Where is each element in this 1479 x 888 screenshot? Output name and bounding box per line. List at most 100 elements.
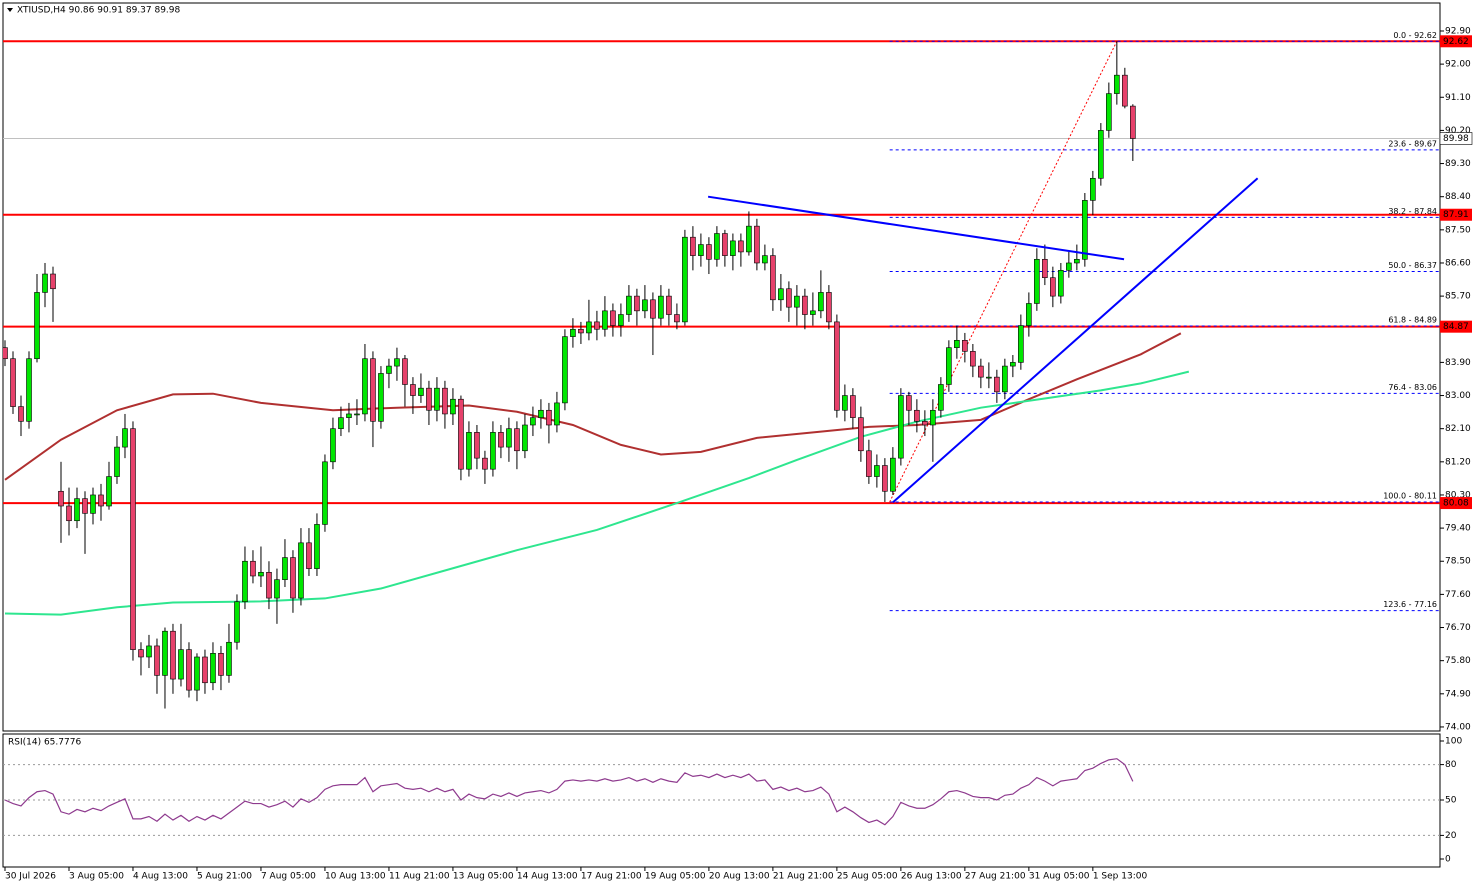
candle-body bbox=[762, 255, 768, 264]
candle-body bbox=[138, 649, 144, 658]
candle-body bbox=[458, 398, 464, 470]
candle-body bbox=[810, 310, 816, 315]
candle-body bbox=[162, 630, 168, 676]
candle-body bbox=[1018, 325, 1024, 363]
candle-body bbox=[618, 314, 624, 326]
candle-body bbox=[634, 295, 640, 312]
x-tick-label: 3 Aug 05:00 bbox=[69, 872, 124, 882]
candle-body bbox=[482, 457, 488, 470]
candle-body bbox=[922, 421, 928, 426]
fib-label: 50.0 - 86.37 bbox=[1388, 261, 1437, 270]
candle-body bbox=[802, 295, 808, 315]
candle-body bbox=[898, 395, 904, 459]
x-tick-label: 13 Aug 05:00 bbox=[453, 872, 514, 882]
candle-body bbox=[258, 571, 264, 577]
candle-body bbox=[666, 295, 672, 315]
candle-body bbox=[234, 601, 240, 643]
trendline bbox=[892, 177, 1259, 504]
candle-body bbox=[1058, 270, 1064, 297]
candle-body bbox=[50, 273, 56, 290]
x-tick-label: 4 Aug 13:00 bbox=[133, 872, 188, 882]
rsi-tick-label: 20 bbox=[1445, 831, 1457, 841]
level-price-box bbox=[1440, 35, 1472, 48]
candle-body bbox=[610, 310, 616, 326]
candle-body bbox=[834, 321, 840, 411]
candle-body bbox=[1042, 258, 1048, 279]
candle-body bbox=[306, 542, 312, 569]
candle-body bbox=[170, 630, 176, 680]
rsi-title: RSI(14) 65.7776 bbox=[8, 738, 81, 748]
x-tick-label: 1 Sep 13:00 bbox=[1093, 872, 1148, 882]
candle-body bbox=[1034, 258, 1040, 304]
candle-body bbox=[322, 461, 328, 525]
candle-body bbox=[218, 653, 224, 676]
candle-body bbox=[746, 225, 752, 253]
y-tick-label: 90.20 bbox=[1445, 126, 1471, 136]
candle-body bbox=[450, 398, 456, 415]
x-tick-label: 26 Aug 13:00 bbox=[901, 872, 962, 882]
candle-body bbox=[578, 328, 584, 334]
level-price-box bbox=[1440, 208, 1472, 221]
candle-body bbox=[1010, 362, 1016, 367]
candle-body bbox=[650, 299, 656, 319]
menu-triangle[interactable] bbox=[7, 8, 13, 12]
candle-body bbox=[706, 244, 712, 260]
x-tick-label: 20 Aug 13:00 bbox=[709, 872, 770, 882]
candle-body bbox=[330, 428, 336, 463]
candle-body bbox=[978, 365, 984, 378]
current-price-label: 89.98 bbox=[1443, 134, 1469, 144]
candle-body bbox=[530, 417, 536, 426]
level-price-box bbox=[1440, 497, 1472, 510]
level-price-label: 80.08 bbox=[1443, 499, 1469, 509]
x-tick-label: 27 Aug 21:00 bbox=[965, 872, 1026, 882]
candle-body bbox=[594, 321, 600, 330]
candle-body bbox=[298, 542, 304, 599]
candle-body bbox=[402, 358, 408, 385]
candle-body bbox=[178, 649, 184, 680]
rsi-line bbox=[4, 758, 1134, 826]
candle-body bbox=[42, 273, 48, 293]
candle-body bbox=[546, 409, 552, 426]
candle-body bbox=[490, 432, 496, 470]
candle-body bbox=[82, 498, 88, 514]
x-tick-label: 10 Aug 13:00 bbox=[325, 872, 386, 882]
candle-body bbox=[850, 395, 856, 418]
candle-body bbox=[1074, 258, 1080, 264]
candle-body bbox=[882, 465, 888, 492]
x-tick-label: 5 Aug 21:00 bbox=[197, 872, 252, 882]
candle-body bbox=[642, 299, 648, 312]
candle-body bbox=[242, 560, 248, 603]
candle-body bbox=[1122, 74, 1128, 107]
trendline bbox=[707, 195, 1125, 261]
candle-body bbox=[586, 321, 592, 334]
candle-body bbox=[266, 571, 272, 599]
candle-body bbox=[602, 310, 608, 330]
fib-label: 0.0 - 92.62 bbox=[1393, 31, 1437, 40]
axes: 92.90 92.00 91.10 90.20 89.30 88.40 87.50 86.60… bbox=[4, 26, 1473, 882]
candle-body bbox=[778, 288, 784, 301]
candle-body bbox=[1002, 365, 1008, 393]
y-tick-label: 85.70 bbox=[1445, 292, 1471, 302]
rsi-tick-label: 0 bbox=[1445, 855, 1451, 865]
candle-body bbox=[986, 376, 992, 379]
fib-label: 123.6 - 77.16 bbox=[1383, 600, 1437, 609]
level-price-box bbox=[1440, 320, 1472, 333]
moving-average bbox=[4, 332, 1182, 481]
chart-title: XTIUSD,H4 90.86 90.91 89.37 89.98 bbox=[17, 6, 181, 16]
candle-body bbox=[26, 358, 32, 422]
candle-body bbox=[714, 233, 720, 260]
candle-body bbox=[826, 292, 832, 323]
fib-label: 23.6 - 89.67 bbox=[1388, 139, 1437, 148]
y-tick-label: 76.70 bbox=[1445, 623, 1471, 633]
candle-body bbox=[906, 395, 912, 411]
y-tick-label: 92.90 bbox=[1445, 26, 1471, 36]
candle-body bbox=[786, 288, 792, 308]
candle-body bbox=[698, 244, 704, 256]
candle-body bbox=[554, 402, 560, 426]
candle-body bbox=[562, 336, 568, 404]
candle-body bbox=[378, 373, 384, 422]
candle-body bbox=[866, 450, 872, 477]
candle-body bbox=[98, 494, 104, 507]
